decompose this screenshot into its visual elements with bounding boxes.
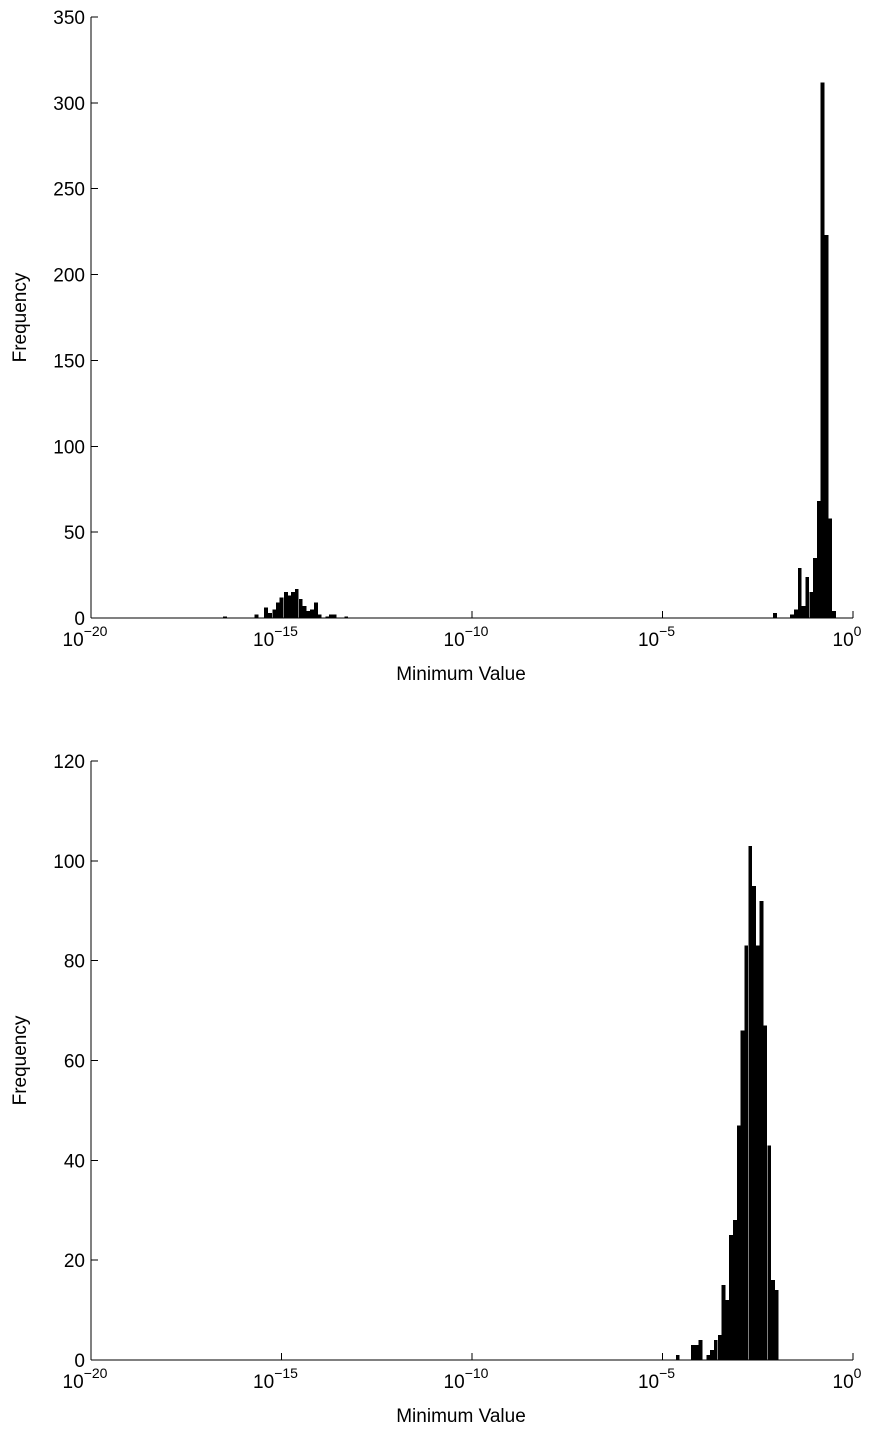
y-tick-label: 350 <box>53 8 85 29</box>
histogram-bar <box>771 1280 776 1360</box>
histogram-bar <box>740 1030 745 1360</box>
histogram-bar <box>706 1355 711 1360</box>
histogram-bar <box>264 607 268 618</box>
histogram-bar <box>310 609 314 618</box>
histogram-bar <box>675 1355 680 1360</box>
histogram-bar <box>721 1285 726 1361</box>
histogram-bar <box>725 1300 730 1360</box>
histogram-bar <box>813 557 817 618</box>
histogram-bar <box>287 595 292 618</box>
histogram-bar <box>809 592 814 618</box>
bars <box>223 82 836 618</box>
histogram-bar <box>254 614 259 618</box>
histogram-bar <box>275 602 280 618</box>
histogram-bar <box>751 885 756 1360</box>
x-tick-label: 10−5 <box>638 623 675 651</box>
histogram-bar <box>717 1335 722 1360</box>
y-tick-label: 250 <box>53 180 85 201</box>
histogram-bar <box>790 614 794 618</box>
x-tick-label: 10−10 <box>444 623 489 651</box>
y-tick-label: 40 <box>64 1151 85 1172</box>
x-axis-label: Minimum Value <box>396 664 526 685</box>
histogram-bar <box>279 597 284 618</box>
x-tick-label: 10−20 <box>63 623 108 651</box>
y-axis-label: Frequency <box>10 1015 31 1105</box>
histogram-bar <box>772 612 777 618</box>
histogram-bar <box>763 1025 768 1360</box>
y-tick-label: 100 <box>53 852 85 873</box>
histogram-bar <box>759 900 764 1360</box>
y-axis-label: Frequency <box>10 272 31 362</box>
histogram-bar <box>805 576 810 618</box>
histogram-bar <box>797 568 802 618</box>
histogram-bar <box>733 1220 737 1360</box>
histogram-bar <box>748 845 753 1360</box>
histogram-bar <box>317 614 322 618</box>
x-ticks: 10−20 10−15 10−10 10−5 100 <box>63 1353 862 1393</box>
x-tick-label: 100 <box>833 1365 862 1393</box>
histogram-bar <box>801 605 806 618</box>
y-tick-label: 50 <box>64 523 85 544</box>
histogram-bar <box>767 1145 772 1360</box>
histogram-bar <box>691 1345 695 1360</box>
x-tick-label: 10−20 <box>63 1365 108 1393</box>
bars <box>675 845 779 1361</box>
x-ticks: 10−20 10−15 10−10 10−5 100 <box>63 611 862 651</box>
y-tick-label: 100 <box>53 437 85 458</box>
y-tick-label: 0 <box>74 1351 85 1372</box>
histogram-bar <box>223 616 227 618</box>
y-tick-label: 200 <box>53 266 85 287</box>
y-tick-label: 300 <box>53 94 85 115</box>
histogram-top: 0 50 100 150 200 250 300 350 10−20 10−15 10−10 10−5… <box>10 8 862 685</box>
histogram-bar <box>272 609 277 618</box>
y-tick-label: 150 <box>53 351 85 372</box>
histogram-bar <box>820 82 825 618</box>
histogram-bar <box>306 611 311 618</box>
x-tick-label: 10−15 <box>253 623 298 651</box>
y-tick-label: 0 <box>74 609 85 630</box>
x-tick-label: 10−5 <box>638 1365 675 1393</box>
y-ticks: 0 50 100 150 200 250 300 350 <box>53 8 98 630</box>
y-tick-label: 120 <box>53 752 85 773</box>
y-tick-label: 80 <box>64 952 85 973</box>
histogram-bar <box>713 1340 718 1360</box>
histogram-bar <box>698 1340 703 1360</box>
histogram-bar <box>710 1350 714 1360</box>
x-tick-label: 10−15 <box>253 1365 298 1393</box>
histogram-bottom: 0 20 40 60 80 100 120 10−20 10−15 10−10 10−5 100 Min… <box>10 752 862 1427</box>
histogram-bar <box>268 612 272 618</box>
histogram-bar <box>294 588 299 618</box>
x-tick-label: 100 <box>833 623 862 651</box>
y-ticks: 0 20 40 60 80 100 120 <box>53 752 98 1372</box>
histogram-bar <box>298 599 303 618</box>
histogram-bar <box>302 605 307 618</box>
histogram-bar <box>832 611 836 618</box>
y-tick-label: 60 <box>64 1052 85 1073</box>
histogram-bar <box>824 235 829 618</box>
histogram-bar <box>325 616 330 618</box>
histogram-bar <box>736 1125 741 1360</box>
histogram-bar <box>816 501 821 618</box>
x-tick-label: 10−10 <box>444 1365 489 1393</box>
histogram-bar <box>774 1290 779 1360</box>
histogram-bar <box>756 945 760 1360</box>
x-axis-label: Minimum Value <box>396 1406 526 1427</box>
histogram-bar <box>329 614 333 618</box>
histogram-bar <box>794 609 798 618</box>
histogram-bar <box>332 614 337 618</box>
histogram-bar <box>695 1345 699 1360</box>
histogram-bar <box>283 592 288 618</box>
histogram-bar <box>344 616 349 618</box>
histogram-bar <box>744 945 749 1360</box>
y-tick-label: 20 <box>64 1251 85 1272</box>
histogram-bar <box>291 592 295 618</box>
histogram-bar <box>314 602 318 618</box>
histogram-bar <box>729 1235 733 1360</box>
histogram-bar <box>828 518 832 618</box>
